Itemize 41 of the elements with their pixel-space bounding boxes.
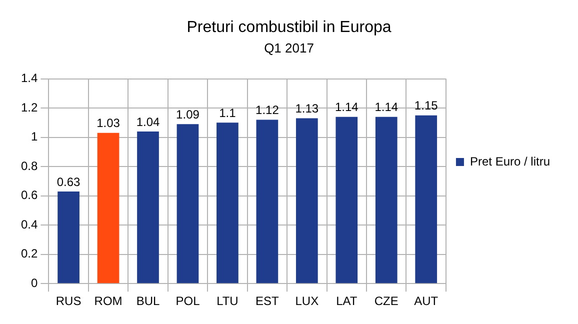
data-label: 1.14 [374, 100, 398, 114]
legend-label: Pret Euro / litru [470, 154, 550, 168]
x-tick-label: EST [256, 294, 280, 308]
x-tick-label: BUL [136, 294, 160, 308]
x-tick-label: AUT [414, 294, 439, 308]
data-label: 1.12 [256, 103, 280, 118]
data-label: 1.1 [219, 106, 236, 120]
data-label: 1.04 [136, 114, 160, 129]
bar [336, 116, 358, 284]
x-tick-label: LAT [336, 294, 358, 308]
x-tick-label: RUS [56, 294, 82, 308]
bar [137, 131, 159, 284]
bar [97, 132, 120, 284]
x-tick-label: LUX [295, 294, 319, 308]
bar [256, 120, 278, 284]
x-tick-label: POL [176, 294, 200, 308]
x-tick-label: ROM [94, 294, 122, 308]
y-tick-label: 1 [30, 130, 38, 144]
bar [375, 116, 398, 284]
y-tick-label: 0.2 [20, 246, 38, 261]
chart-title: Preturi combustibil in Europa [186, 19, 392, 36]
y-tick-label: 0.8 [20, 158, 38, 173]
bar [176, 124, 199, 284]
y-tick-label: 0.6 [20, 188, 38, 202]
data-label: 1.13 [295, 102, 319, 116]
x-tick-label: CZE [374, 294, 398, 308]
data-label: 0.63 [56, 174, 81, 189]
y-tick-label: 0 [30, 276, 38, 290]
y-tick-label: 1.4 [20, 71, 38, 86]
bar [415, 115, 438, 284]
chart-subtitle: Q1 2017 [264, 40, 314, 56]
bar [216, 122, 238, 284]
x-tick-label: LTU [216, 294, 238, 308]
data-label: 1.14 [334, 100, 359, 114]
data-label: 1.15 [414, 98, 438, 113]
data-label: 1.09 [176, 107, 200, 122]
y-tick-label: 1.2 [20, 100, 38, 114]
y-tick-label: 0.4 [20, 217, 38, 232]
bar [296, 118, 318, 284]
data-label: 1.03 [96, 116, 120, 130]
bar [58, 191, 80, 284]
